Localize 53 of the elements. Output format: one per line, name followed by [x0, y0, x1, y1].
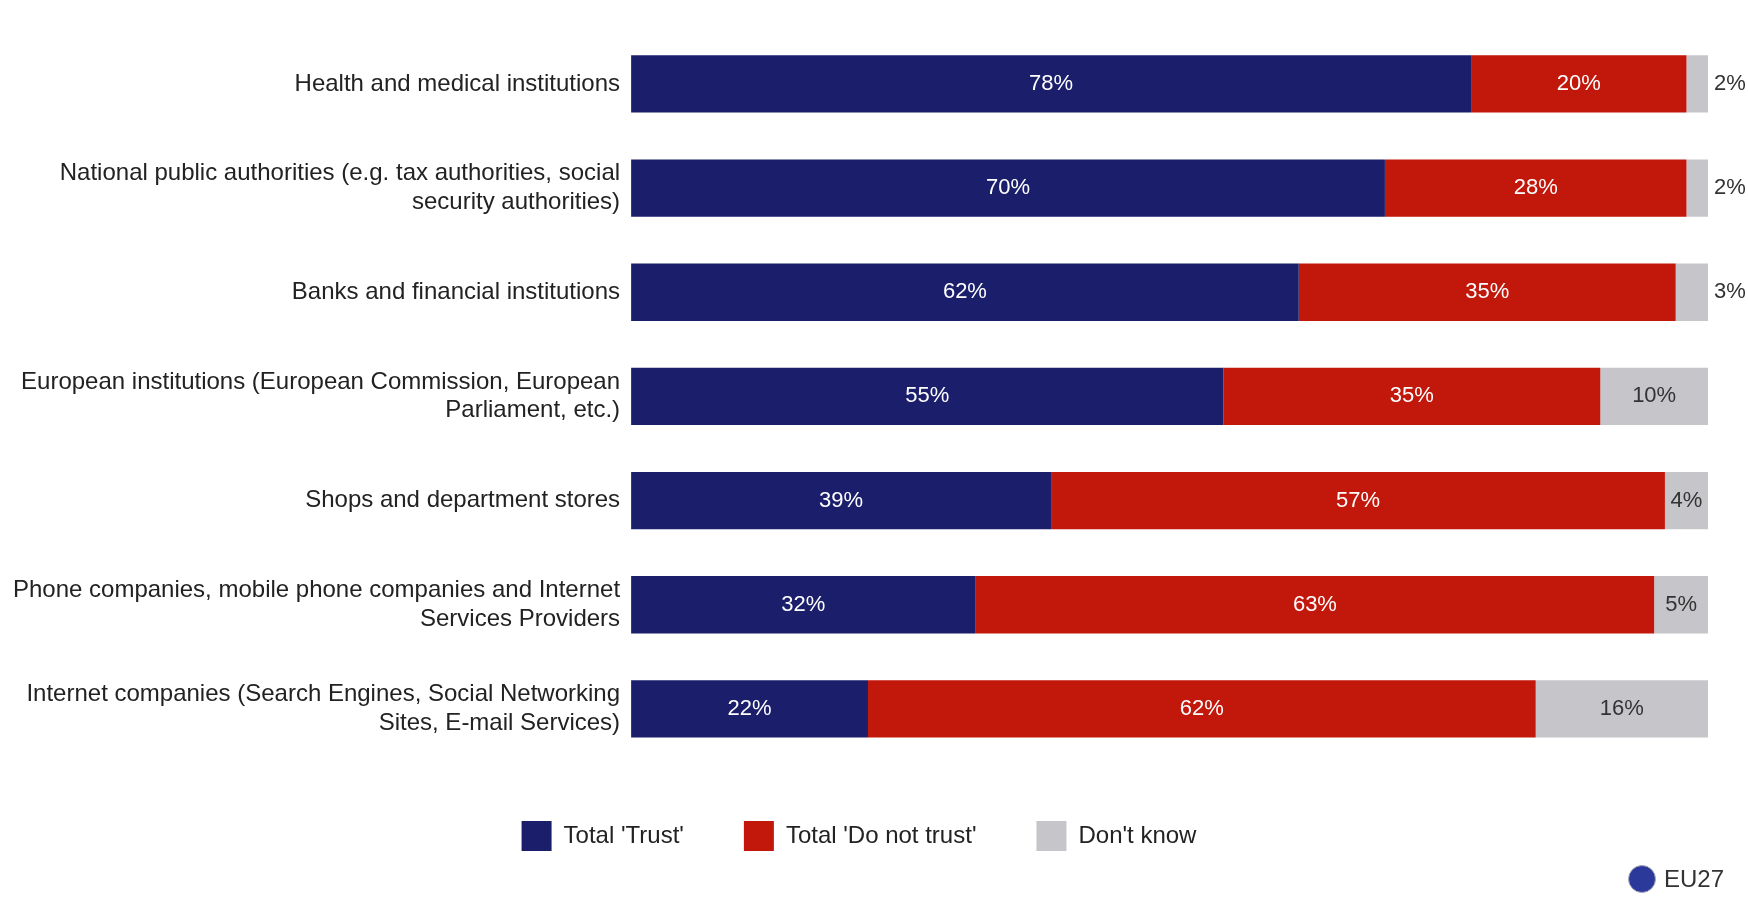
bar	[975, 576, 1655, 634]
legend-label: Total 'Trust'	[563, 820, 684, 848]
data-label: 62%	[942, 278, 987, 304]
legend-label: Don't know	[1078, 820, 1198, 848]
data-label: 57%	[1335, 486, 1381, 512]
data-label: 5%	[1665, 590, 1697, 616]
data-label: 35%	[1389, 382, 1434, 408]
bar	[1298, 263, 1676, 321]
y-tick-label: National public authorities (e.g. tax authorities, social security authorities)	[59, 158, 621, 215]
bar	[631, 471, 1052, 530]
data-label: 32%	[781, 590, 826, 616]
data-label: 10%	[1632, 382, 1677, 408]
bar	[1223, 367, 1601, 426]
bar	[1686, 55, 1708, 113]
data-label: 20%	[1556, 69, 1601, 95]
bar	[1384, 159, 1687, 217]
bar	[631, 576, 976, 634]
bar	[1664, 471, 1708, 530]
bar	[631, 263, 1299, 321]
data-label: 70%	[985, 174, 1031, 200]
bar	[1535, 680, 1708, 738]
data-label: 3%	[1714, 278, 1746, 304]
legend-label: Total 'Do not trust'	[785, 820, 977, 848]
y-tick-label: Banks and financial institutions	[291, 276, 621, 304]
bar	[1600, 367, 1708, 426]
data-label: 35%	[1465, 278, 1510, 304]
bar	[1686, 159, 1708, 217]
data-label: 28%	[1513, 174, 1558, 200]
y-tick-label: Phone companies, mobile phone companies and Internet Services Providers	[12, 574, 621, 631]
bar	[867, 680, 1536, 738]
bar	[1051, 471, 1665, 530]
data-label: 2%	[1714, 69, 1746, 95]
bar	[631, 680, 868, 738]
data-label: 63%	[1292, 590, 1337, 616]
y-tick-label: Internet companies (Search Engines, Social Networking Sites, E-mail Services)	[26, 679, 621, 735]
data-label: 16%	[1599, 694, 1644, 720]
data-label: 2%	[1714, 174, 1746, 200]
text: EU27	[1663, 865, 1724, 893]
y-tick-label: European institutions (European Commission, European Parliament, etc.)	[21, 366, 621, 423]
data-label: 55%	[905, 382, 950, 408]
bar	[631, 159, 1385, 217]
data-label: 4%	[1670, 486, 1703, 512]
y-tick-label: Health and medical institutions	[294, 68, 621, 96]
bar	[1675, 263, 1708, 321]
bar	[1654, 576, 1708, 634]
data-label: 22%	[727, 694, 772, 720]
data-label: 39%	[819, 486, 864, 512]
bar	[631, 367, 1224, 426]
y-tick-label: Shops and department stores	[305, 485, 621, 513]
bar	[1471, 55, 1687, 113]
bar	[631, 55, 1472, 113]
data-label: 62%	[1179, 694, 1224, 720]
data-label: 78%	[1029, 69, 1074, 95]
